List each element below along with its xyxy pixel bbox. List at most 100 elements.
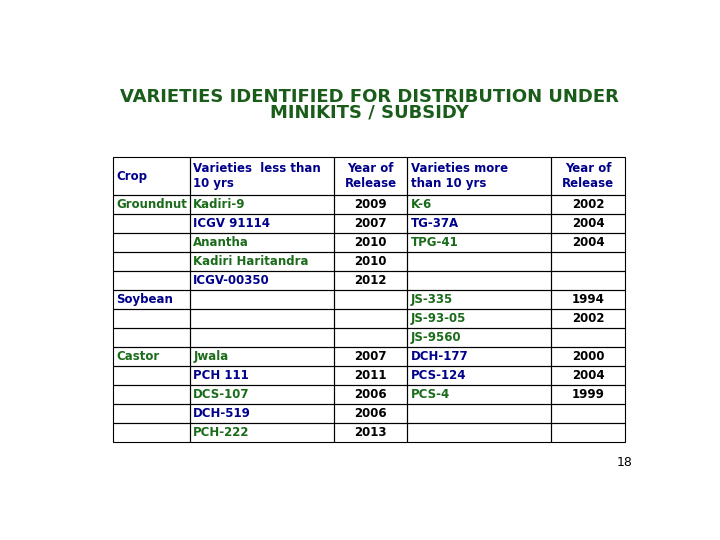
Bar [552,385,625,404]
Bar [334,309,408,328]
Text: Jwala: Jwala [193,350,228,363]
Bar [190,328,334,347]
Text: MINIKITS / SUBSIDY: MINIKITS / SUBSIDY [269,103,469,122]
Bar [190,309,334,328]
Bar [334,423,408,442]
Bar [408,328,552,347]
Text: PCS-124: PCS-124 [410,369,466,382]
Bar [190,423,334,442]
Text: Kadiri-9: Kadiri-9 [193,198,246,211]
Bar [408,423,552,442]
Bar [334,233,408,252]
Bar [113,347,190,366]
Text: TG-37A: TG-37A [410,217,459,230]
Bar [113,214,190,233]
Bar [113,328,190,347]
Bar [408,157,552,195]
Text: 2002: 2002 [572,312,604,325]
Bar [113,157,190,195]
Bar [408,309,552,328]
Bar [113,309,190,328]
Text: 2006: 2006 [354,407,387,420]
Text: Varieties more
than 10 yrs: Varieties more than 10 yrs [410,162,508,190]
Text: K-6: K-6 [410,198,432,211]
Text: Year of
Release: Year of Release [562,162,614,190]
Text: JS-93-05: JS-93-05 [410,312,466,325]
Bar [190,195,334,214]
Bar [408,233,552,252]
Bar [190,404,334,423]
Bar [408,195,552,214]
Bar [113,385,190,404]
Bar [408,271,552,290]
Bar [552,404,625,423]
Text: 1994: 1994 [572,293,604,306]
Bar [334,366,408,385]
Text: Year of
Release: Year of Release [345,162,397,190]
Text: 18: 18 [616,456,632,469]
Bar [552,252,625,271]
Bar [334,252,408,271]
Bar [113,233,190,252]
Text: JS-335: JS-335 [410,293,453,306]
Bar [552,157,625,195]
Bar [408,252,552,271]
Text: 1999: 1999 [572,388,604,401]
Bar [113,290,190,309]
Bar [552,233,625,252]
Bar [334,385,408,404]
Bar [408,347,552,366]
Text: 2004: 2004 [572,236,604,249]
Bar [552,347,625,366]
Text: TPG-41: TPG-41 [410,236,459,249]
Text: 2007: 2007 [354,350,387,363]
Bar [408,404,552,423]
Bar [408,385,552,404]
Bar [334,214,408,233]
Text: Groundnut: Groundnut [117,198,187,211]
Text: Anantha: Anantha [193,236,249,249]
Bar [190,214,334,233]
Bar [334,404,408,423]
Text: ICGV 91114: ICGV 91114 [193,217,270,230]
Bar [190,385,334,404]
Text: 2013: 2013 [354,426,387,439]
Text: 2004: 2004 [572,369,604,382]
Bar [113,252,190,271]
Bar [408,214,552,233]
Bar [190,157,334,195]
Text: 2004: 2004 [572,217,604,230]
Text: Kadiri Haritandra: Kadiri Haritandra [193,255,309,268]
Bar [334,157,408,195]
Bar [552,290,625,309]
Text: PCS-4: PCS-4 [410,388,450,401]
Text: 2009: 2009 [354,198,387,211]
Text: ICGV-00350: ICGV-00350 [193,274,270,287]
Bar [552,423,625,442]
Bar [190,271,334,290]
Bar [552,328,625,347]
Bar [334,290,408,309]
Bar [190,252,334,271]
Text: 2010: 2010 [354,255,387,268]
Text: 2000: 2000 [572,350,604,363]
Text: 2006: 2006 [354,388,387,401]
Bar [190,290,334,309]
Bar [552,214,625,233]
Text: 2007: 2007 [354,217,387,230]
Text: Soybean: Soybean [117,293,174,306]
Text: 2012: 2012 [354,274,387,287]
Text: Castor: Castor [117,350,160,363]
Bar [552,309,625,328]
Bar [552,271,625,290]
Bar [113,271,190,290]
Bar [190,366,334,385]
Text: DCS-107: DCS-107 [193,388,250,401]
Bar [113,423,190,442]
Bar [113,195,190,214]
Bar [190,347,334,366]
Bar [552,195,625,214]
Bar [408,290,552,309]
Bar [334,195,408,214]
Text: 2002: 2002 [572,198,604,211]
